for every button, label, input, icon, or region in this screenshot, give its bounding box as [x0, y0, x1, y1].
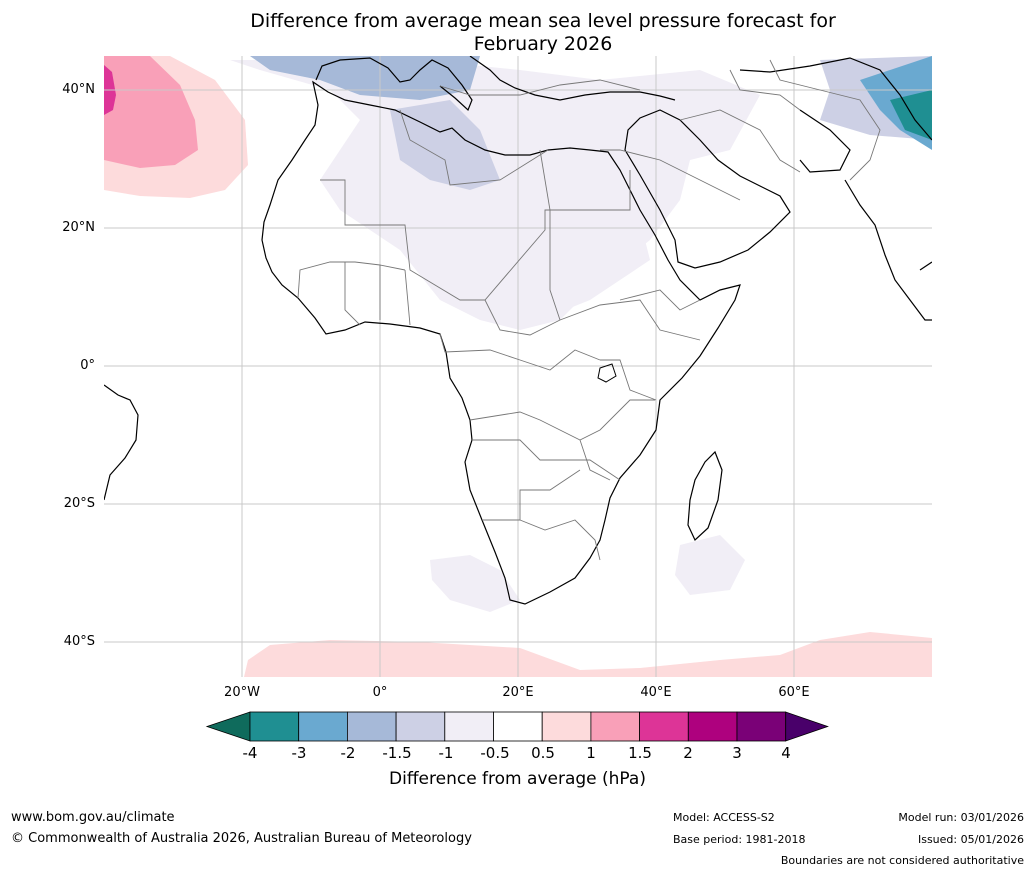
map-title: Difference from average mean sea level p…: [0, 10, 1035, 56]
anomaly-region-sahara-light: [400, 200, 650, 320]
colorbar-tick: 4: [781, 744, 791, 762]
lat-label-20n: 20°N: [62, 220, 95, 235]
colorbar-tick: 2: [683, 744, 693, 762]
footer-issued: Issued: 05/01/2026: [917, 833, 1024, 846]
coastline-india: [844, 179, 932, 321]
coastline-madagascar: [687, 450, 723, 541]
lon-label-20w: 20°W: [224, 685, 260, 700]
anomaly-region-atlantic-positive-15: [104, 56, 198, 168]
graticule: [104, 56, 932, 677]
coastline-arabia: [624, 109, 791, 269]
anomaly-region-mediterranean: [250, 56, 480, 100]
lat-label-20s: 20°S: [63, 496, 95, 511]
colorbar-tick: 0.5: [531, 744, 555, 762]
colorbar-tick: -2: [340, 744, 356, 762]
colorbar-tick: 3: [732, 744, 742, 762]
footer-copyright: © Commonwealth of Australia 2026, Austra…: [11, 831, 472, 846]
colorbar-title: Difference from average (hPa): [389, 769, 646, 789]
anomaly-region-arabia-light: [600, 85, 730, 160]
footer-model: Model: ACCESS-S2: [673, 811, 775, 824]
footer-model-run: Model run: 03/01/2026: [898, 811, 1024, 824]
footer-base-period: Base period: 1981-2018: [673, 833, 806, 846]
footer-disclaimer: Boundaries are not considered authoritat…: [780, 854, 1024, 867]
anomaly-region-madagascar-light: [675, 535, 745, 595]
colorbar-tick: 1: [586, 744, 596, 762]
coastline-south-america: [104, 384, 139, 501]
colorbar-tick: -3: [291, 744, 307, 762]
lat-label-0: 0°: [80, 358, 95, 373]
coastline-iran-caspian: [739, 57, 932, 173]
lon-label-60e: 60°E: [778, 685, 810, 700]
anomaly-region-south-africa-light: [430, 555, 520, 612]
lat-label-40s: 40°S: [63, 634, 95, 649]
colorbar-tick: -4: [242, 744, 258, 762]
colorbar-tick: 1.5: [628, 744, 652, 762]
map-title-line2: February 2026: [473, 33, 613, 55]
coastline-africa: [261, 80, 741, 605]
colorbar-tick: -1: [438, 744, 454, 762]
lon-label-40e: 40°E: [640, 685, 672, 700]
coastline-lake-victoria: [597, 363, 617, 383]
footer-website: www.bom.gov.au/climate: [11, 810, 175, 825]
anomaly-region-north-africa-mid: [390, 100, 500, 190]
map-title-line1: Difference from average mean sea level p…: [250, 10, 836, 32]
country-borders: [297, 59, 881, 561]
lon-label-0: 0°: [372, 685, 388, 700]
colorbar-tick: -1.5: [382, 744, 412, 762]
colorbar-tick: -0.5: [480, 744, 510, 762]
lat-label-40n: 40°N: [62, 82, 95, 97]
anomaly-region-south-positive: [244, 632, 932, 677]
lon-label-20e: 20°E: [502, 685, 534, 700]
coastline-europe: [315, 56, 676, 112]
